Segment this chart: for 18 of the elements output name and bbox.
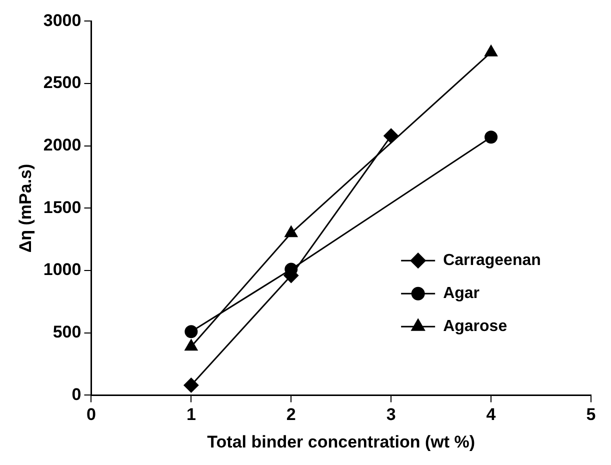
y-axis-title: Δη (mPa.s) <box>16 164 35 253</box>
y-tick-label: 1000 <box>43 260 82 280</box>
legend-label: Agarose <box>443 318 508 336</box>
x-tick-label: 0 <box>86 405 96 424</box>
y-tick-label: 0 <box>72 384 82 404</box>
y-tick-label: 3000 <box>43 10 82 30</box>
x-axis-title: Total binder concentration (wt %) <box>207 432 476 452</box>
x-tick-label: 2 <box>286 405 296 424</box>
x-tick-label: 1 <box>186 405 196 424</box>
y-tick-label: 2000 <box>43 136 82 155</box>
y-tick-label: 500 <box>52 322 82 342</box>
x-tick-label: 3 <box>386 405 396 424</box>
y-tick-label: 1500 <box>43 198 82 217</box>
x-tick-label: 5 <box>586 405 596 424</box>
y-tick-label: 2500 <box>43 73 82 92</box>
legend-label: Carrageenan <box>443 252 541 270</box>
legend-label: Agar <box>443 285 480 302</box>
x-tick-label: 4 <box>486 405 496 424</box>
